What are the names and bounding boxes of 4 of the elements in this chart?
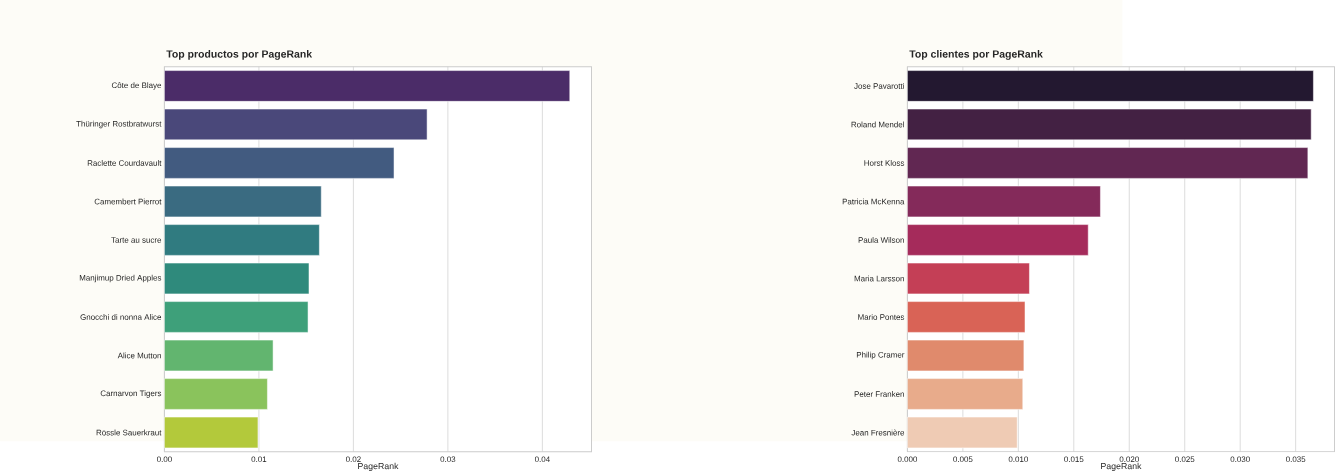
- x-axis-title: PageRank: [1101, 462, 1142, 472]
- x-axis-title: PageRank: [358, 462, 399, 472]
- chart-title: Top productos por PageRank: [166, 50, 313, 60]
- chart-title: Top clientes por PageRank: [909, 50, 1043, 60]
